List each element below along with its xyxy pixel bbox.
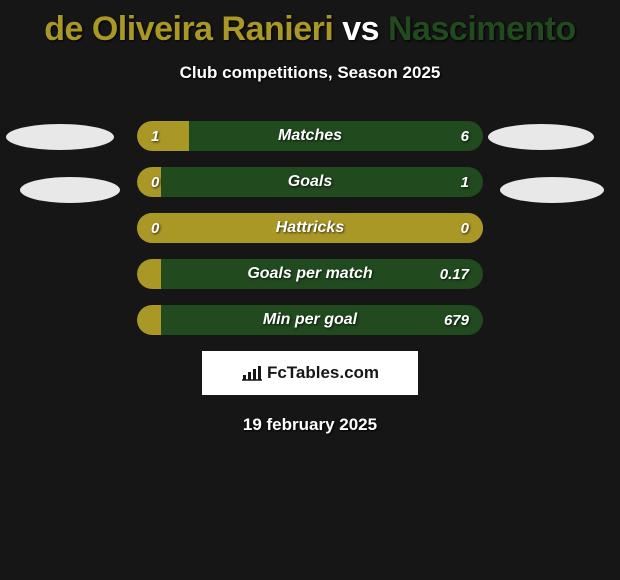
stat-label: Goals [137, 167, 483, 197]
stat-bar: 1Matches6 [137, 121, 483, 151]
player2-name: Nascimento [388, 10, 576, 48]
page-title: de Oliveira Ranieri vs Nascimento [0, 0, 620, 49]
date-text: 19 february 2025 [0, 415, 620, 435]
avatar-placeholder [488, 124, 594, 150]
stat-bar: 0Goals1 [137, 167, 483, 197]
logo: FcTables.com [241, 363, 379, 383]
stat-bar: Min per goal679 [137, 305, 483, 335]
subtitle: Club competitions, Season 2025 [0, 63, 620, 83]
stat-label: Matches [137, 121, 483, 151]
vs-text: vs [342, 10, 379, 48]
avatar-placeholder [500, 177, 604, 203]
stat-label: Goals per match [137, 259, 483, 289]
stat-label: Min per goal [137, 305, 483, 335]
stat-bar: Goals per match0.17 [137, 259, 483, 289]
player1-name: de Oliveira Ranieri [44, 10, 333, 48]
bar-chart-icon [241, 364, 263, 382]
comparison-bars: 1Matches60Goals10Hattricks0Goals per mat… [137, 121, 483, 335]
stat-value-right: 0 [461, 213, 469, 243]
avatar-placeholder [20, 177, 120, 203]
stat-value-right: 1 [461, 167, 469, 197]
avatar-placeholder [6, 124, 114, 150]
stat-value-right: 0.17 [440, 259, 469, 289]
stat-label: Hattricks [137, 213, 483, 243]
logo-brand: FcTables [267, 363, 339, 382]
logo-box: FcTables.com [202, 351, 418, 395]
logo-suffix: .com [339, 363, 379, 382]
stat-value-right: 6 [461, 121, 469, 151]
stat-bar: 0Hattricks0 [137, 213, 483, 243]
stat-value-right: 679 [444, 305, 469, 335]
